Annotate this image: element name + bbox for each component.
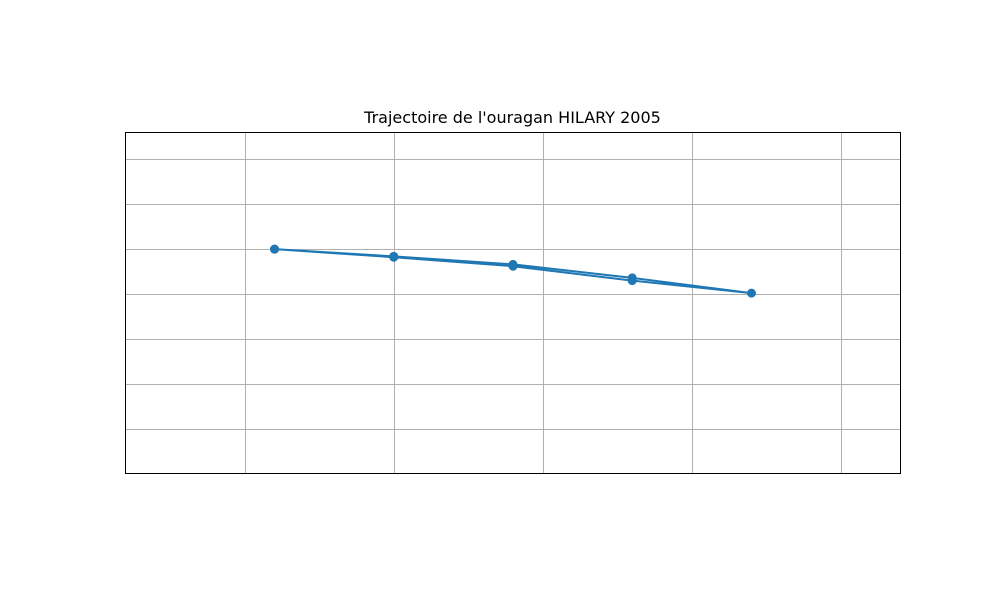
plot-frame bbox=[125, 132, 901, 474]
grid bbox=[125, 132, 901, 474]
series-layer bbox=[270, 244, 756, 298]
data-point bbox=[627, 276, 637, 286]
chart-title: Trajectoire de l'ouragan HILARY 2005 bbox=[363, 108, 661, 127]
data-point bbox=[508, 261, 518, 271]
data-point bbox=[389, 252, 399, 262]
series-line bbox=[274, 248, 753, 295]
data-point bbox=[746, 288, 756, 298]
data-point bbox=[270, 244, 280, 254]
